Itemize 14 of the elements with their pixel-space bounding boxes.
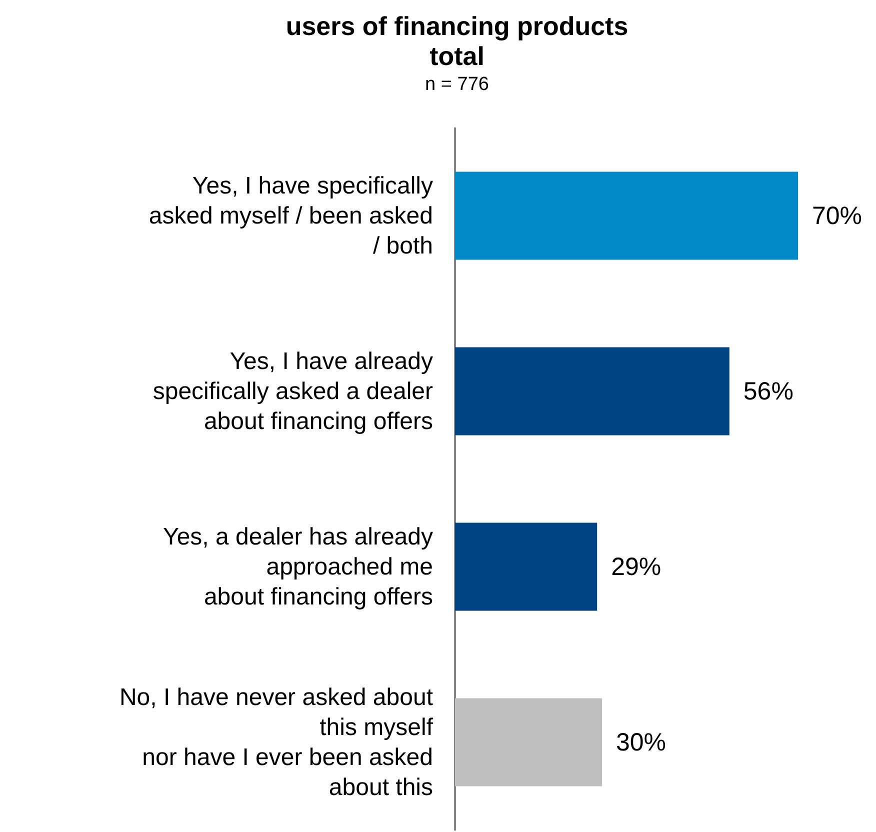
data-label: 56% [743, 377, 794, 406]
bar [455, 522, 598, 611]
data-label: 30% [616, 728, 666, 756]
y-tick-label: Yes, a dealer has already approached me about financing offers [163, 523, 433, 610]
data-label: 70% [812, 202, 862, 230]
chart-title: users of financing products total [286, 11, 628, 71]
y-tick-label: Yes, I have specifically asked myself / been asked / both [148, 172, 433, 260]
chart-subtitle: n = 776 [425, 74, 489, 95]
bar [455, 347, 730, 436]
y-tick-label: No, I have never asked about this myself nor have I ever been asked about this [119, 684, 434, 801]
bar [455, 172, 798, 260]
data-label: 29% [611, 552, 662, 581]
bar [455, 698, 602, 786]
y-tick-label: Yes, I have already specifically asked a dealer about financing offers [152, 348, 433, 435]
